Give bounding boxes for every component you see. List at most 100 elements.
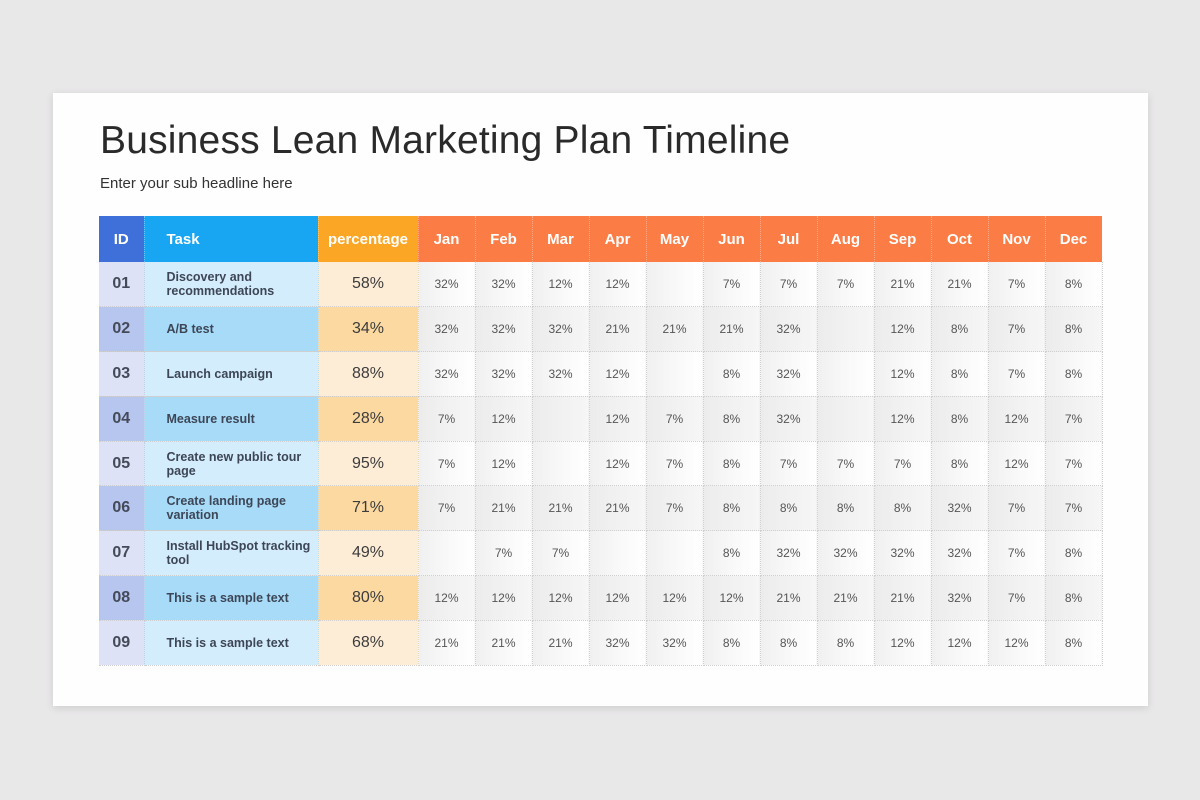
cell-may: 7% xyxy=(646,396,704,442)
cell-aug: 8% xyxy=(817,485,875,532)
row-percentage: 88% xyxy=(318,351,419,397)
cell-apr: 12% xyxy=(589,262,647,308)
table-row: 07 Install HubSpot tracking tool 49% 7% 7% 8%… xyxy=(99,530,1103,577)
cell-dec: 7% xyxy=(1045,441,1103,487)
cell-jun: 8% xyxy=(703,620,761,666)
table-row: 09 This is a sample text 68% 21% 21% 21% 32% 32… xyxy=(99,620,1103,666)
cell-may xyxy=(646,262,704,308)
cell-mar: 21% xyxy=(532,485,590,532)
cell-nov: 7% xyxy=(988,306,1046,353)
cell-jan: 7% xyxy=(418,441,476,487)
cell-nov: 7% xyxy=(988,485,1046,532)
cell-jul: 32% xyxy=(760,396,818,442)
cell-feb: 32% xyxy=(475,351,533,397)
cell-sep: 7% xyxy=(874,441,932,487)
cell-apr: 21% xyxy=(589,485,647,532)
cell-jul: 21% xyxy=(760,575,818,621)
cell-aug: 32% xyxy=(817,530,875,577)
cell-oct: 8% xyxy=(931,306,989,353)
cell-jan: 21% xyxy=(418,620,476,666)
cell-nov: 12% xyxy=(988,396,1046,442)
cell-jun: 8% xyxy=(703,485,761,532)
cell-dec: 8% xyxy=(1045,351,1103,397)
table-row: 05 Create new public tour page 95% 7% 12% 12%… xyxy=(99,441,1103,487)
row-task: This is a sample text xyxy=(144,620,319,666)
row-id: 04 xyxy=(99,396,145,442)
cell-jun: 12% xyxy=(703,575,761,621)
row-id: 06 xyxy=(99,485,145,532)
cell-sep: 21% xyxy=(874,262,932,308)
cell-oct: 12% xyxy=(931,620,989,666)
cell-nov: 7% xyxy=(988,351,1046,397)
row-id: 08 xyxy=(99,575,145,621)
header-apr: Apr xyxy=(589,216,647,262)
row-task: This is a sample text xyxy=(144,575,319,621)
cell-mar: 12% xyxy=(532,575,590,621)
cell-mar: 12% xyxy=(532,262,590,308)
cell-jan: 32% xyxy=(418,351,476,397)
cell-may xyxy=(646,351,704,397)
table-row: 08 This is a sample text 80% 12% 12% 12% 12% 12… xyxy=(99,575,1103,621)
cell-feb: 32% xyxy=(475,306,533,353)
cell-oct: 32% xyxy=(931,530,989,577)
table-row: 06 Create landing page variation 71% 7% 21% 2… xyxy=(99,485,1103,532)
cell-jul: 32% xyxy=(760,530,818,577)
row-task: Discovery and recommendations xyxy=(144,262,319,308)
cell-jan: 32% xyxy=(418,262,476,308)
timeline-table: ID Task percentage Jan Feb Mar Apr May J… xyxy=(99,216,1103,666)
row-percentage: 49% xyxy=(318,530,419,577)
cell-jun: 8% xyxy=(703,396,761,442)
cell-may: 7% xyxy=(646,441,704,487)
cell-dec: 7% xyxy=(1045,485,1103,532)
cell-jan: 7% xyxy=(418,485,476,532)
slide: Business Lean Marketing Plan Timeline En… xyxy=(53,93,1148,706)
cell-sep: 12% xyxy=(874,351,932,397)
cell-mar xyxy=(532,441,590,487)
row-task: Measure result xyxy=(144,396,319,442)
cell-mar: 32% xyxy=(532,306,590,353)
cell-jun: 7% xyxy=(703,262,761,308)
cell-aug: 7% xyxy=(817,262,875,308)
cell-sep: 21% xyxy=(874,575,932,621)
cell-jun: 21% xyxy=(703,306,761,353)
table-row: 04 Measure result 28% 7% 12% 12% 7% 8% 32% 12% 8% 1… xyxy=(99,396,1103,442)
row-percentage: 28% xyxy=(318,396,419,442)
cell-nov: 7% xyxy=(988,262,1046,308)
cell-may: 12% xyxy=(646,575,704,621)
row-task: Launch campaign xyxy=(144,351,319,397)
cell-sep: 12% xyxy=(874,306,932,353)
row-id: 02 xyxy=(99,306,145,353)
table-row: 01 Discovery and recommendations 58% 32% 32%… xyxy=(99,262,1103,308)
header-jul: Jul xyxy=(760,216,818,262)
cell-feb: 7% xyxy=(475,530,533,577)
table-body: 01 Discovery and recommendations 58% 32% 32%… xyxy=(99,262,1103,666)
cell-aug xyxy=(817,351,875,397)
cell-feb: 12% xyxy=(475,575,533,621)
cell-mar: 7% xyxy=(532,530,590,577)
cell-sep: 12% xyxy=(874,620,932,666)
cell-sep: 8% xyxy=(874,485,932,532)
cell-jan: 7% xyxy=(418,396,476,442)
header-percentage: percentage xyxy=(318,216,419,262)
cell-feb: 12% xyxy=(475,396,533,442)
cell-jul: 8% xyxy=(760,485,818,532)
cell-mar xyxy=(532,396,590,442)
cell-oct: 8% xyxy=(931,351,989,397)
cell-sep: 32% xyxy=(874,530,932,577)
row-percentage: 71% xyxy=(318,485,419,532)
row-percentage: 95% xyxy=(318,441,419,487)
row-task: Install HubSpot tracking tool xyxy=(144,530,319,577)
cell-feb: 21% xyxy=(475,485,533,532)
cell-jan: 12% xyxy=(418,575,476,621)
cell-may: 32% xyxy=(646,620,704,666)
cell-jun: 8% xyxy=(703,441,761,487)
header-task: Task xyxy=(144,216,319,262)
cell-apr: 12% xyxy=(589,441,647,487)
cell-jul: 8% xyxy=(760,620,818,666)
row-id: 07 xyxy=(99,530,145,577)
header-row: ID Task percentage Jan Feb Mar Apr May J… xyxy=(99,216,1103,262)
row-id: 05 xyxy=(99,441,145,487)
cell-feb: 12% xyxy=(475,441,533,487)
cell-apr: 12% xyxy=(589,396,647,442)
cell-aug: 21% xyxy=(817,575,875,621)
